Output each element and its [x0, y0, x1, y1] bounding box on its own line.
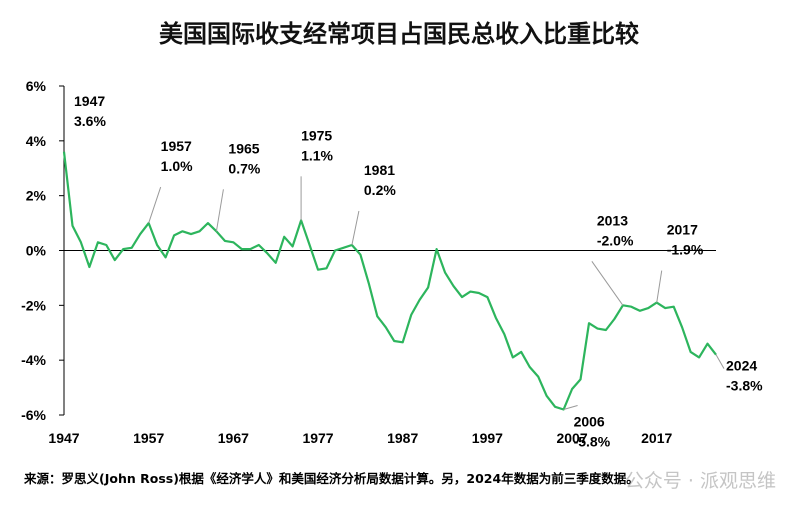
x-tick-label: 1987	[387, 430, 418, 446]
x-tick-label: 2017	[641, 430, 672, 446]
y-tick-label: 0%	[26, 243, 47, 259]
y-tick-label: 4%	[26, 133, 47, 149]
y-tick-label: -4%	[21, 352, 46, 368]
callout-line	[351, 210, 360, 246]
callout-line	[148, 186, 162, 224]
y-tick-label: -2%	[21, 297, 46, 313]
source-note: 来源：罗思义(John Ross)根据《经济学人》和美国经济分析局数据计算。另，…	[24, 471, 639, 486]
annotation-value: -2.0%	[597, 232, 634, 248]
chart-title: 美国国际收支经常项目占国民总收入比重比较	[159, 19, 639, 48]
y-tick-label: -6%	[21, 407, 46, 423]
y-tick-label: 6%	[26, 78, 47, 94]
callout-line	[715, 354, 725, 369]
y-tick-label: 2%	[26, 188, 47, 204]
callout-line	[215, 189, 224, 232]
annotation-year: 1981	[364, 162, 395, 178]
annotation-year: 1965	[228, 140, 259, 156]
callout-line	[591, 261, 624, 306]
callout-line	[656, 270, 663, 303]
annotation-year: 2013	[597, 212, 628, 228]
annotation-year: 2024	[726, 358, 757, 374]
callout-line	[563, 405, 578, 410]
annotation-year: 1947	[74, 93, 105, 109]
x-tick-label: 1957	[133, 430, 164, 446]
series-line	[62, 151, 717, 411]
watermark: 公众号 · 派观思维	[624, 470, 776, 492]
annotation-value: -1.9%	[667, 242, 704, 258]
annotation-year: 1975	[301, 127, 332, 143]
annotation-year: 2006	[574, 414, 605, 430]
x-tick-label: 2007	[556, 430, 587, 446]
annotation-value: 3.6%	[74, 113, 106, 129]
x-tick-label: 1997	[472, 430, 503, 446]
annotation-value: 1.0%	[161, 158, 193, 174]
annotation-value: -5.8%	[574, 434, 611, 450]
annotation-year: 1957	[161, 138, 192, 154]
x-tick-label: 1967	[218, 430, 249, 446]
annotation-value: 1.1%	[301, 147, 333, 163]
annotation-year: 2017	[667, 222, 698, 238]
x-tick-label: 1977	[302, 430, 333, 446]
annotation-value: 0.2%	[364, 182, 396, 198]
annotation-value: 0.7%	[228, 160, 260, 176]
x-tick-label: 1947	[48, 430, 79, 446]
annotation-value: -3.8%	[726, 378, 763, 394]
